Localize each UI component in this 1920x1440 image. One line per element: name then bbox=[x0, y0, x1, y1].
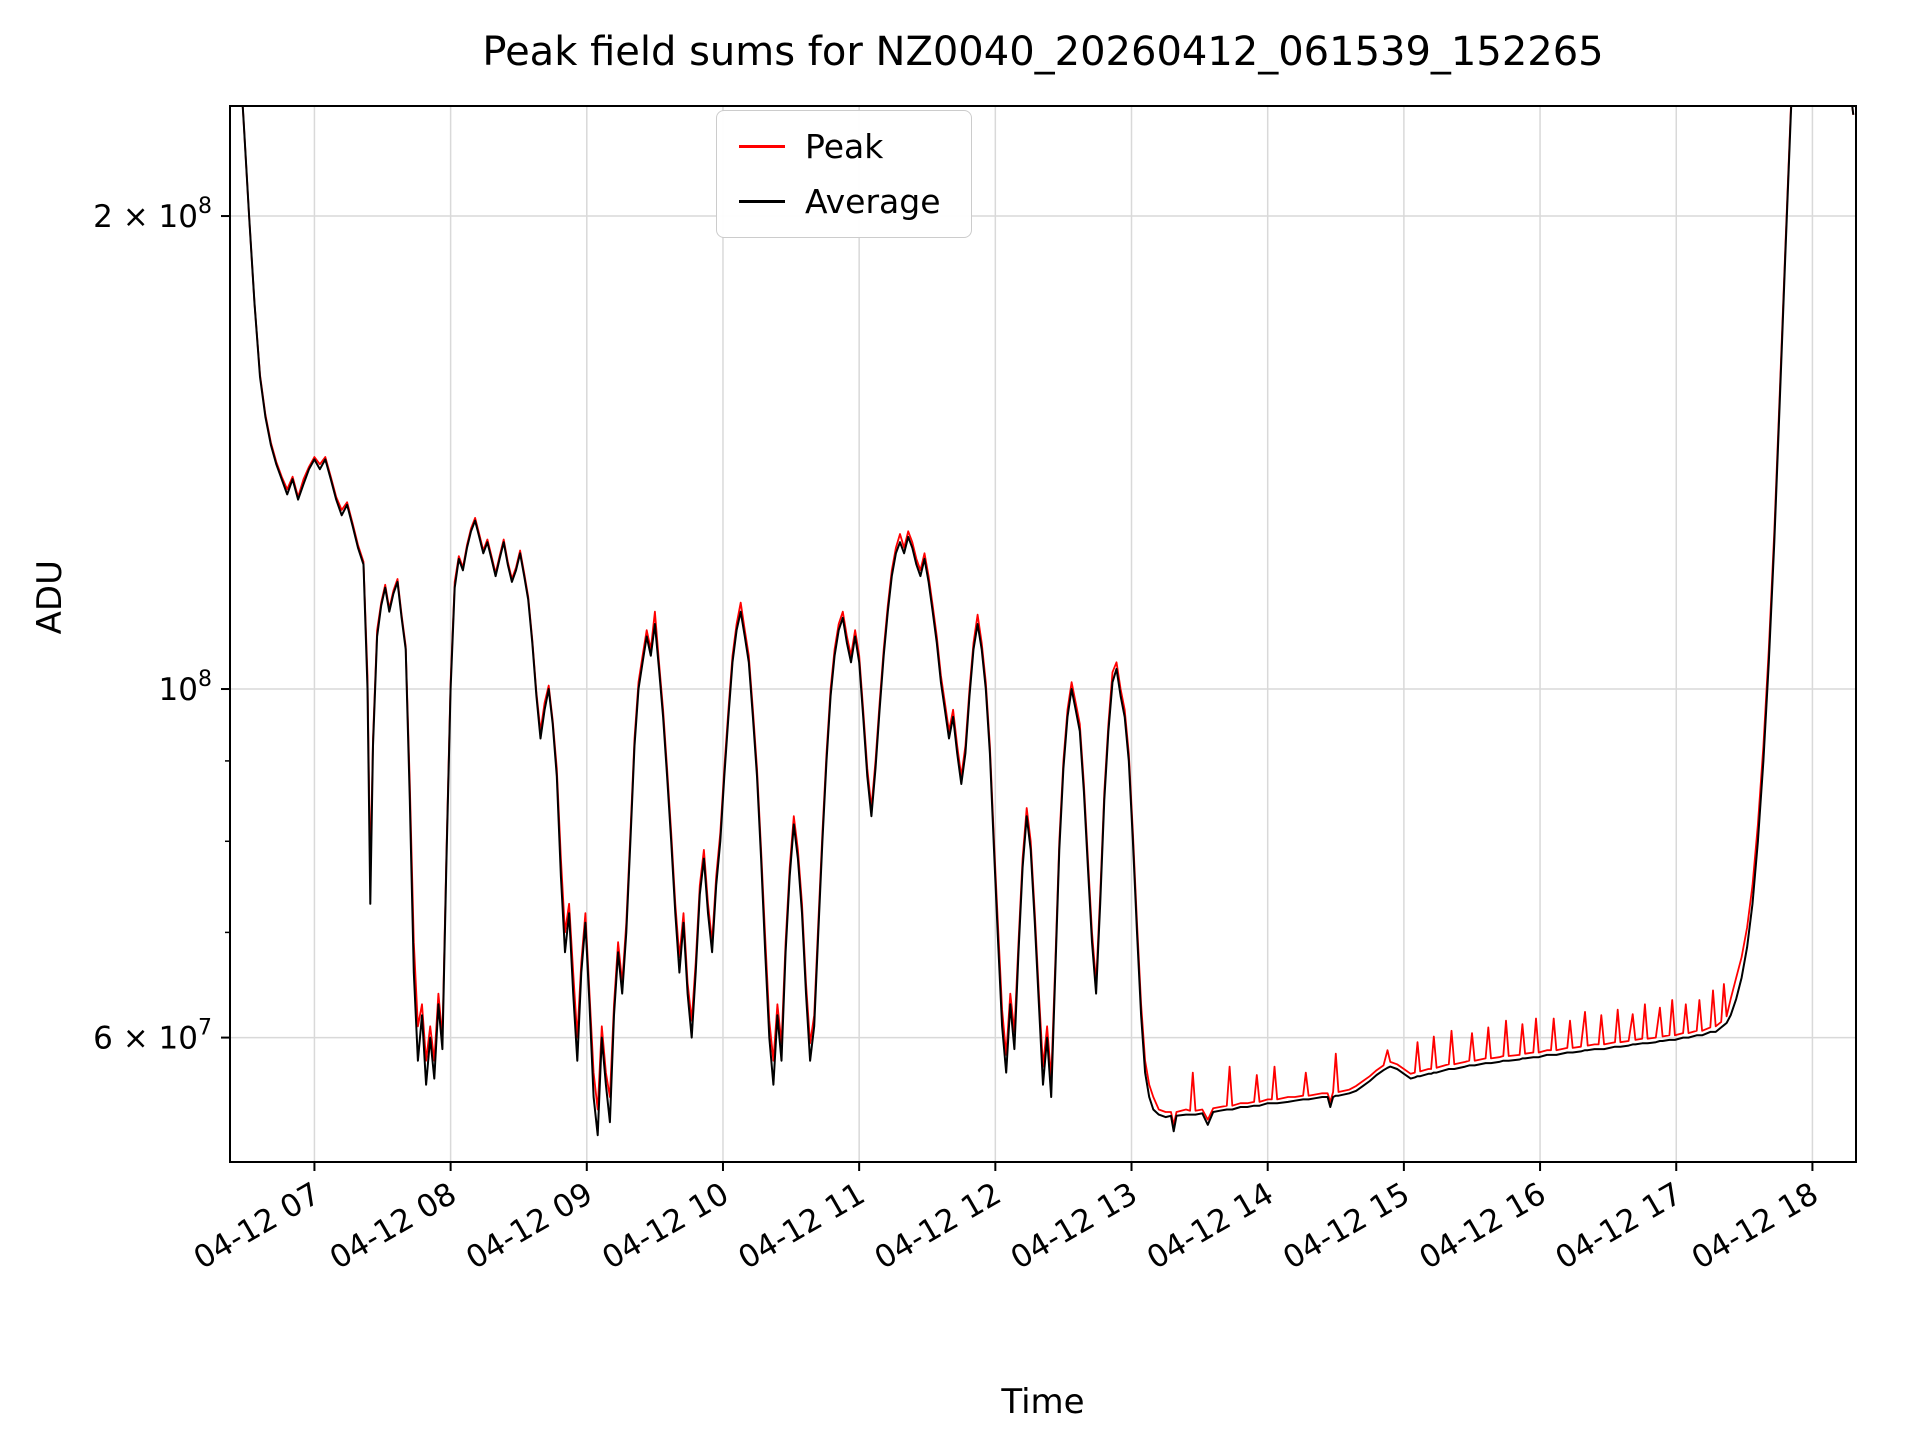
x-tick-label: 04-12 11 bbox=[732, 1176, 871, 1277]
x-tick-label: 04-12 15 bbox=[1277, 1176, 1416, 1277]
average-line-swatch bbox=[739, 200, 785, 203]
x-tick-label: 04-12 12 bbox=[869, 1176, 1008, 1277]
y-tick-label: 6 × 107 bbox=[93, 1016, 212, 1057]
tick-marks bbox=[221, 215, 1814, 1171]
x-tick-label: 04-12 07 bbox=[188, 1176, 327, 1277]
y-axis-label: ADU bbox=[30, 560, 70, 635]
x-tick-label: 04-12 13 bbox=[1005, 1176, 1144, 1277]
x-axis-label: Time bbox=[1001, 1382, 1085, 1422]
x-tick-label: 04-12 14 bbox=[1141, 1176, 1280, 1277]
x-tick-label: 04-12 16 bbox=[1413, 1176, 1552, 1277]
series-group bbox=[241, 106, 1855, 1137]
legend-item-average: Average bbox=[739, 182, 941, 221]
x-tick-label: 04-12 08 bbox=[324, 1176, 463, 1277]
y-tick-label: 108 bbox=[159, 667, 212, 708]
average-series-line bbox=[241, 106, 1855, 1137]
x-tick-label: 04-12 18 bbox=[1686, 1176, 1825, 1277]
x-tick-label: 04-12 09 bbox=[460, 1176, 599, 1277]
peak-line-swatch bbox=[739, 145, 785, 148]
plot-border bbox=[229, 105, 1857, 1163]
x-tick-label: 04-12 17 bbox=[1550, 1176, 1689, 1277]
x-tick-label: 04-12 10 bbox=[596, 1176, 735, 1277]
gridlines bbox=[230, 106, 1856, 1162]
legend: Peak Average bbox=[716, 110, 972, 238]
y-tick-label: 2 × 108 bbox=[93, 194, 212, 235]
chart-title: Peak field sums for NZ0040_20260412_0615… bbox=[482, 29, 1604, 75]
legend-label-peak: Peak bbox=[805, 127, 884, 166]
legend-label-average: Average bbox=[805, 182, 941, 221]
peak-series-line bbox=[241, 106, 1855, 1126]
legend-item-peak: Peak bbox=[739, 127, 941, 166]
